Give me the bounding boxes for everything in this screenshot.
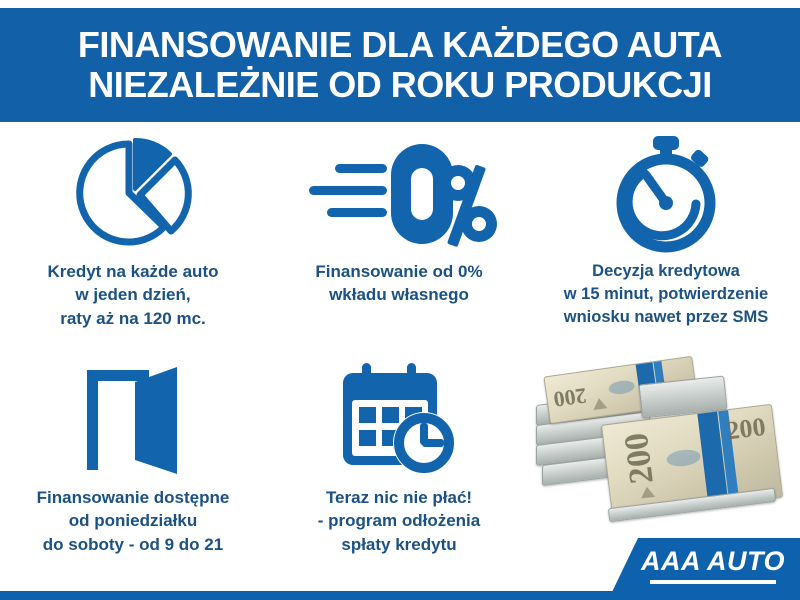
logo-text: AAA AUTO — [641, 546, 785, 576]
feature-caption-deferred-payment: Teraz nic nie płać! - program odłożenia … — [317, 488, 481, 554]
logo-underline — [650, 580, 776, 584]
aaa-auto-logo[interactable]: AAA AUTO — [612, 538, 800, 592]
feature-item-credit: Kredyt na każde auto w jeden dzień, raty… — [0, 134, 266, 358]
stopwatch-icon — [616, 136, 716, 253]
feature-caption-decision-time: Decyzja kredytowa w 15 minut, potwierdze… — [563, 262, 769, 326]
feature-item-decision-time: Decyzja kredytowa w 15 minut, potwierdze… — [532, 134, 800, 358]
bottom-accent-strip — [0, 591, 800, 600]
feature-item-deferred-payment: Teraz nic nie płać! - program odłożenia … — [266, 360, 532, 584]
feature-caption-zero-percent: Finansowanie od 0% wkładu własnego — [315, 262, 483, 305]
headline-line-1: FINANSOWANIE DLA KAŻDEGO AUTA — [77, 23, 723, 65]
pie-chart-icon — [76, 137, 192, 246]
feature-item-zero-percent: Finansowanie od 0% wkładu własnego — [266, 134, 532, 358]
feature-caption-opening-hours: Finansowanie dostępne od poniedziałku do… — [36, 488, 230, 554]
open-door-icon — [87, 367, 177, 474]
money-stacks-photo: 200 200 200 — [528, 355, 796, 530]
stopwatch-icon-box — [604, 134, 728, 254]
feature-item-opening-hours: Finansowanie dostępne od poniedziałku do… — [0, 360, 266, 584]
feature-caption-credit: Kredyt na każde auto w jeden dzień, raty… — [47, 262, 219, 328]
zero-percent-icon — [309, 144, 497, 247]
header-banner: FINANSOWANIE DLA KAŻDEGO AUTA NIEZALEŻNI… — [0, 8, 800, 122]
open-door-icon-box — [71, 360, 195, 480]
calendar-clock-icon-box — [335, 360, 463, 480]
feature-grid: Kredyt na każde auto w jeden dzień, raty… — [0, 128, 800, 584]
zero-percent-icon-box — [299, 134, 499, 254]
headline-line-2: NIEZALEŻNIE OD ROKU PRODUKCJI — [88, 64, 712, 105]
pie-chart-icon-box — [67, 134, 199, 254]
calendar-clock-icon — [343, 363, 455, 474]
